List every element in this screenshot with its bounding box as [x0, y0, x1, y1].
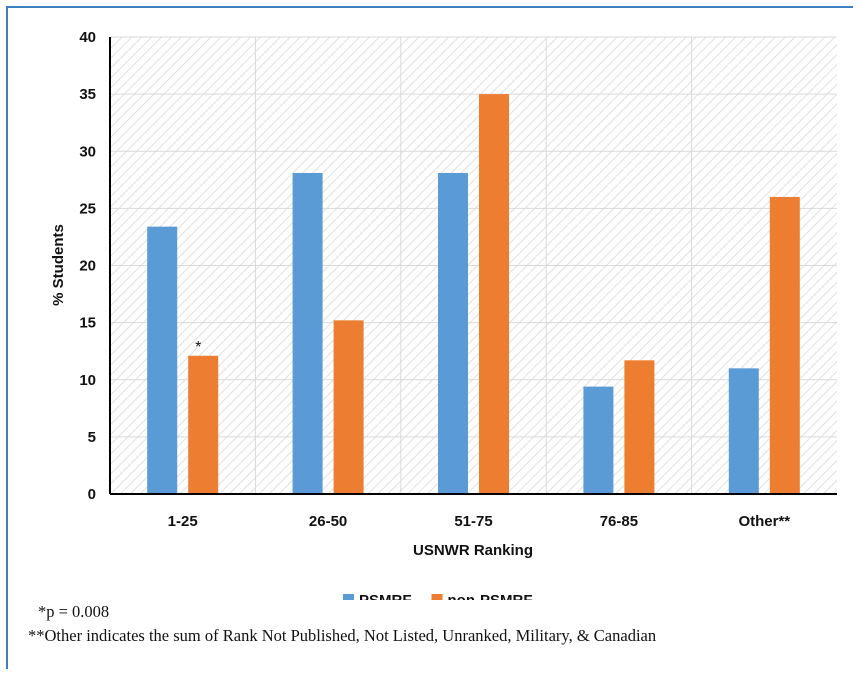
y-tick-label: 20 [79, 258, 96, 275]
legend-label-non-psmrf: non-PSMRF [448, 592, 533, 600]
gridlines [110, 36, 837, 494]
significance-asterisk: * [195, 339, 201, 356]
bar-psmrf-26-50 [292, 172, 323, 494]
x-tick-labels: 1-25 26-50 51-75 76-85 Other** [168, 513, 791, 530]
y-tick-label: 5 [88, 429, 96, 446]
y-axis-label: % Students [50, 224, 67, 306]
bar-non-psmrf-Other** [769, 196, 800, 494]
annotations: * [195, 339, 201, 356]
y-tick-label: 35 [79, 86, 96, 103]
y-tick-label: 0 [88, 486, 96, 503]
legend-swatch-non-psmrf [431, 594, 443, 600]
y-tick-label: 40 [79, 29, 96, 46]
legend: PSMRF non-PSMRF [343, 592, 532, 600]
bar-psmrf-1-25 [147, 226, 178, 494]
bar-non-psmrf-51-75 [479, 94, 509, 494]
y-tick-label: 30 [79, 143, 96, 160]
y-tick-label: 15 [79, 315, 96, 332]
y-tick-label: 10 [79, 372, 96, 389]
x-axis-label: USNWR Ranking [413, 542, 533, 559]
bar-non-psmrf-26-50 [333, 320, 364, 494]
legend-label-psmrf: PSMRF [359, 592, 412, 600]
x-tick-label: 26-50 [309, 513, 347, 530]
bar-chart: 0 5 10 15 20 25 30 35 40 1-25 26-50 51-75 76-85 Othe… [50, 29, 837, 600]
x-tick-label: 1-25 [168, 513, 198, 530]
y-tick-labels: 0 5 10 15 20 25 30 35 40 [79, 29, 96, 503]
footnote-other-definition: **Other indicates the sum of Rank Not Pu… [28, 626, 657, 645]
x-tick-label: 51-75 [454, 513, 492, 530]
x-tick-label: Other** [738, 513, 790, 530]
y-tick-label: 25 [79, 200, 96, 217]
footnotes: *p = 0.008 **Other indicates the sum of … [28, 600, 656, 648]
legend-swatch-psmrf [343, 594, 354, 600]
bar-psmrf-51-75 [438, 172, 468, 494]
footnote-p-value: *p = 0.008 [38, 602, 110, 621]
x-tick-label: 76-85 [600, 513, 638, 530]
bar-psmrf-76-85 [583, 386, 614, 494]
bar-non-psmrf-76-85 [624, 360, 655, 494]
bar-non-psmrf-1-25 [188, 355, 219, 494]
axes [109, 37, 837, 495]
bar-psmrf-Other** [728, 368, 759, 494]
bars [147, 94, 800, 494]
figure-frame [6, 6, 853, 669]
